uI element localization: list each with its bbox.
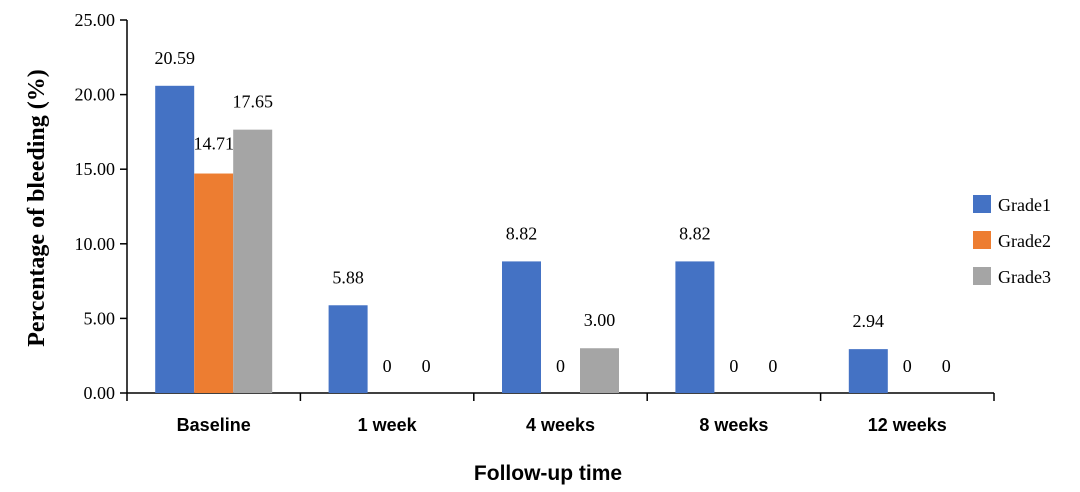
bar-grade1-12-weeks (848, 349, 888, 393)
y-tick-label: 20.00 (75, 85, 116, 105)
y-tick-label: 15.00 (75, 159, 116, 179)
data-label: 8.82 (679, 223, 711, 243)
bar-grade1-8-weeks (675, 261, 715, 393)
data-label: 8.82 (506, 223, 538, 243)
legend-label-grade3: Grade3 (998, 267, 1051, 287)
data-label: 20.59 (154, 48, 195, 68)
y-tick-label: 25.00 (75, 10, 116, 30)
bars (155, 85, 888, 394)
data-label: 14.71 (193, 134, 234, 154)
x-axis-title: Follow-up time (474, 462, 622, 485)
axes: 0.00 5.00 10.00 15.00 20.00 25.00 Baseline 1 we… (75, 10, 995, 435)
data-label: 17.65 (232, 92, 273, 112)
legend-label-grade1: Grade1 (998, 195, 1051, 215)
legend: Grade1 Grade2 Grade3 (973, 195, 1051, 287)
legend-swatch-grade3 (973, 267, 991, 285)
data-label: 0 (729, 356, 738, 376)
data-label: 0 (422, 356, 431, 376)
data-label: 5.88 (332, 267, 364, 287)
bar-grade2-baseline (194, 173, 234, 393)
x-tick-label: 1 week (358, 415, 418, 435)
x-tick-label: Baseline (177, 415, 251, 435)
bar-grade1-1-week (328, 305, 368, 393)
legend-swatch-grade1 (973, 195, 991, 213)
data-label: 0 (903, 356, 912, 376)
x-tick-label: 8 weeks (699, 415, 768, 435)
y-tick-label: 0.00 (84, 383, 116, 403)
x-tick-label: 12 weeks (868, 415, 947, 435)
y-tick-label: 5.00 (84, 308, 116, 328)
y-axis-title: Percentage of bleeding (%) (24, 69, 50, 347)
x-tick-label: 4 weeks (526, 415, 595, 435)
data-label: 0 (383, 356, 392, 376)
data-label: 0 (942, 356, 951, 376)
data-label: 0 (768, 356, 777, 376)
bar-grade1-baseline (155, 85, 195, 393)
data-label: 3.00 (584, 310, 616, 330)
data-label: 2.94 (853, 311, 885, 331)
bar-grade3-baseline (233, 129, 273, 394)
data-label: 0 (556, 356, 565, 376)
legend-label-grade2: Grade2 (998, 231, 1051, 251)
data-labels: 20.59 14.71 17.65 5.88 0 0 8.82 0 3.00 8.82 0 0 2.94… (154, 48, 950, 376)
bar-grade3-4-weeks (580, 348, 619, 393)
bar-grade1-4-weeks (502, 261, 541, 393)
legend-swatch-grade2 (973, 231, 991, 249)
y-tick-label: 10.00 (75, 234, 116, 254)
